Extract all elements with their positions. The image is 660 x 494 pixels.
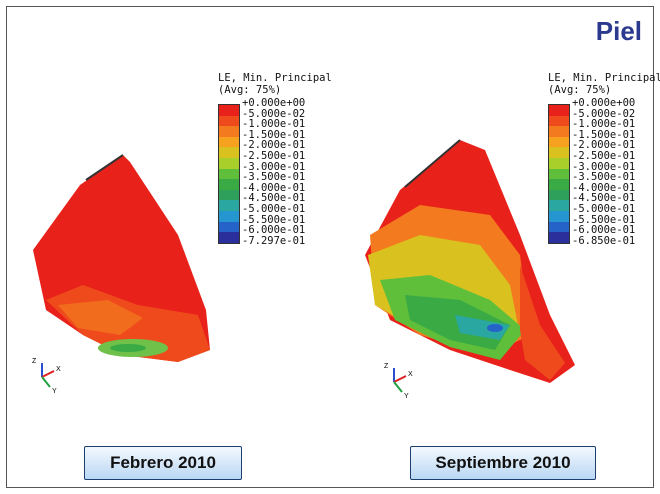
scale-tick-label: +0.000e+00 — [242, 98, 305, 109]
scale-tick-label: -2.500e-01 — [242, 151, 305, 162]
svg-text:Z: Z — [32, 358, 37, 365]
scale-swatch — [219, 126, 239, 137]
scale-swatch — [549, 116, 569, 127]
scale-swatch — [549, 126, 569, 137]
legend-febrero: LE, Min. Principal (Avg: 75%) +0.000e+00… — [218, 72, 332, 98]
scale-swatch — [219, 116, 239, 127]
scale-tick-label: -5.000e-01 — [572, 204, 635, 215]
scale-swatch — [549, 137, 569, 148]
svg-text:Y: Y — [404, 393, 409, 400]
scale-tick-label: -6.850e-01 — [572, 236, 635, 247]
legend-ticks: +0.000e+00 -5.000e-02 -1.000e-01 -1.500e-01… — [572, 98, 635, 246]
scale-swatch — [219, 211, 239, 222]
legend-header: LE, Min. Principal — [218, 72, 332, 84]
scale-swatch — [219, 105, 239, 116]
model-febrero — [28, 150, 238, 365]
axes-triad-left: Z X Y — [28, 355, 73, 400]
scale-swatch — [549, 179, 569, 190]
scale-swatch — [219, 179, 239, 190]
scale-swatch — [549, 200, 569, 211]
legend-ticks: +0.000e+00 -5.000e-02 -1.000e-01 -1.500e-01… — [242, 98, 305, 246]
figure-title: Piel — [596, 16, 642, 47]
legend-header: (Avg: 75%) — [218, 84, 332, 96]
legend-header: (Avg: 75%) — [548, 84, 660, 96]
svg-text:X: X — [408, 371, 413, 378]
scale-tick-label: -7.297e-01 — [242, 236, 305, 247]
scale-swatch — [549, 222, 569, 233]
svg-text:Y: Y — [52, 388, 57, 395]
scale-tick-label: -2.500e-01 — [572, 151, 635, 162]
svg-text:X: X — [56, 366, 61, 373]
scale-swatch — [219, 232, 239, 243]
scale-swatch — [549, 158, 569, 169]
scale-swatch — [219, 169, 239, 180]
scale-swatch — [549, 147, 569, 158]
scale-swatch — [219, 200, 239, 211]
scale-swatch — [219, 222, 239, 233]
scale-swatch — [549, 169, 569, 180]
model-strain-spot — [487, 324, 503, 332]
color-scale — [218, 104, 240, 244]
scale-swatch — [219, 190, 239, 201]
legend-header: LE, Min. Principal — [548, 72, 660, 84]
scale-swatch — [219, 137, 239, 148]
scale-tick-label: -5.000e-01 — [242, 204, 305, 215]
scale-swatch — [219, 147, 239, 158]
axes-triad-right: Z X Y — [380, 360, 425, 405]
legend-septiembre: LE, Min. Principal (Avg: 75%) +0.000e+00… — [548, 72, 660, 98]
caption-septiembre: Septiembre 2010 — [410, 446, 596, 480]
scale-swatch — [549, 211, 569, 222]
scale-swatch — [549, 232, 569, 243]
scale-swatch — [549, 190, 569, 201]
scale-tick-label: +0.000e+00 — [572, 98, 635, 109]
svg-text:Z: Z — [384, 363, 389, 370]
color-scale — [548, 104, 570, 244]
scale-swatch — [549, 105, 569, 116]
caption-febrero: Febrero 2010 — [84, 446, 242, 480]
scale-swatch — [219, 158, 239, 169]
